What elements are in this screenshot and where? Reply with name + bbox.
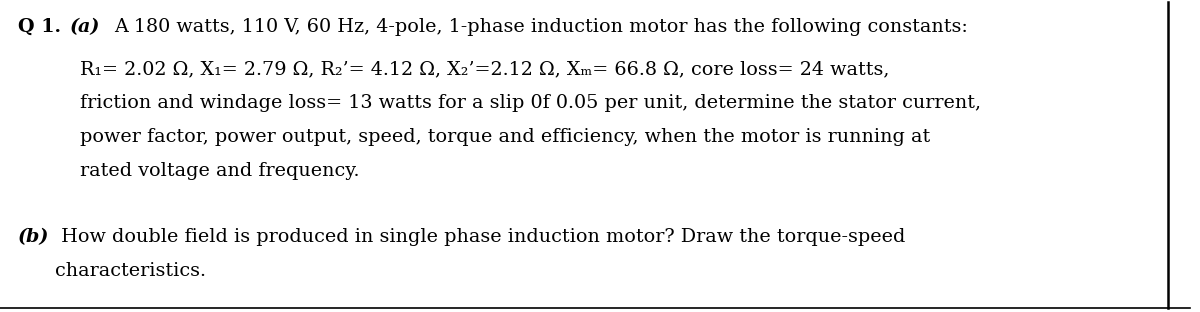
Text: friction and windage loss= 13 watts for a slip 0f 0.05 per unit, determine the s: friction and windage loss= 13 watts for … <box>80 94 982 112</box>
Text: characteristics.: characteristics. <box>55 262 206 280</box>
Text: R₁= 2.02 Ω, X₁= 2.79 Ω, R₂’= 4.12 Ω, X₂’=2.12 Ω, Xₘ= 66.8 Ω, core loss= 24 watts: R₁= 2.02 Ω, X₁= 2.79 Ω, R₂’= 4.12 Ω, X₂’… <box>80 60 889 78</box>
Text: (a): (a) <box>70 18 101 36</box>
Text: A 180 watts, 110 V, 60 Hz, 4-pole, 1-phase induction motor has the following con: A 180 watts, 110 V, 60 Hz, 4-pole, 1-pha… <box>114 18 968 36</box>
Text: How double field is produced in single phase induction motor? Draw the torque-sp: How double field is produced in single p… <box>55 228 905 246</box>
Text: (b): (b) <box>18 228 49 246</box>
Text: rated voltage and frequency.: rated voltage and frequency. <box>80 162 360 180</box>
Text: Q 1.: Q 1. <box>18 18 61 36</box>
Text: power factor, power output, speed, torque and efficiency, when the motor is runn: power factor, power output, speed, torqu… <box>80 128 930 146</box>
